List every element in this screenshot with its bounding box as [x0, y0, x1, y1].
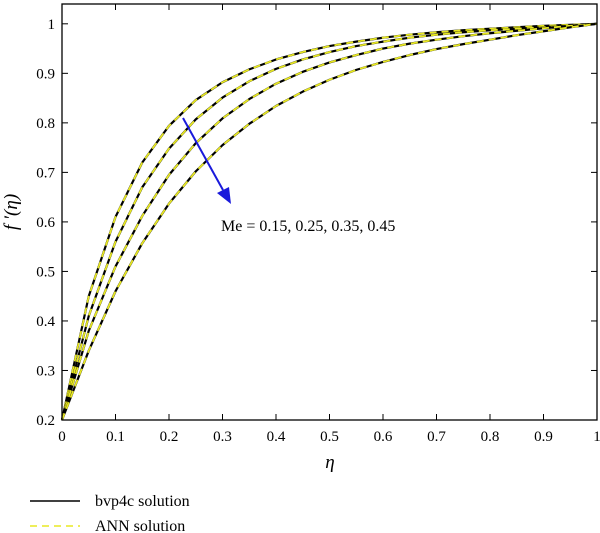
legend-label-ann: ANN solution	[95, 518, 185, 533]
y-tick-label: 0.6	[36, 215, 55, 231]
y-tick-label: 0.7	[36, 165, 55, 181]
x-tick-label: 0.1	[106, 429, 125, 445]
y-tick-label: 0.2	[36, 413, 55, 429]
ann-curve-3	[61, 22, 598, 421]
x-tick-label: 0.4	[267, 429, 286, 445]
y-tick-label: 0.8	[36, 116, 55, 132]
curves-layer	[60, 22, 598, 421]
annotation-arrow-head	[217, 187, 231, 204]
y-tick-label: 0.4	[36, 314, 55, 330]
annotation-text: Me = 0.15, 0.25, 0.35, 0.45	[221, 218, 395, 235]
x-tick-label: 0.9	[534, 429, 553, 445]
ann-curve-1	[61, 22, 598, 421]
x-tick-label: 0.8	[481, 429, 500, 445]
ann-curve-2	[61, 22, 598, 421]
legend-label-bvp4c: bvp4c solution	[95, 493, 190, 510]
annotation-arrow-shaft	[182, 117, 224, 191]
y-axis-title: f ′(η)	[1, 194, 22, 230]
plot-frame	[61, 3, 598, 421]
x-axis-title: η	[325, 452, 334, 473]
ticks-layer: 0 0.1 0.2 0.3 0.4 0.5 0.6 0.7 0.8 0.9 1 0.2 0.3 0.4 0.…	[36, 4, 600, 445]
y-tick-label: 0.9	[36, 66, 55, 82]
y-tick-label: 0.3	[36, 363, 55, 379]
ann-curve-4	[61, 22, 598, 421]
x-tick-label: 0.7	[427, 429, 446, 445]
x-tick-label: 0.6	[374, 429, 393, 445]
x-tick-label: 0	[58, 429, 66, 445]
x-tick-label: 0.2	[160, 429, 179, 445]
x-tick-label: 0.5	[320, 429, 339, 445]
y-tick-label: 0.5	[36, 264, 55, 280]
y-tick-label: 1	[48, 17, 56, 33]
x-tick-label: 0.3	[213, 429, 232, 445]
x-tick-label: 1	[593, 429, 600, 445]
